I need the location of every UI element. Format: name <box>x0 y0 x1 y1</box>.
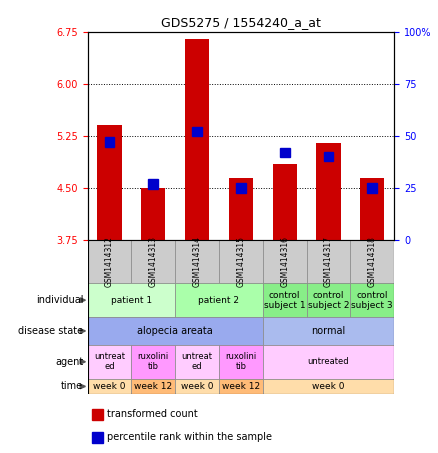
Bar <box>141 188 166 240</box>
Bar <box>219 345 263 379</box>
Text: untreated: untreated <box>307 357 350 366</box>
Text: GSM1414317: GSM1414317 <box>324 236 333 287</box>
Bar <box>307 240 350 283</box>
Text: individual: individual <box>36 295 83 305</box>
Text: disease state: disease state <box>18 326 83 336</box>
Bar <box>131 345 175 379</box>
Bar <box>367 183 377 193</box>
Text: untreat
ed: untreat ed <box>94 352 125 371</box>
Text: GSM1414312: GSM1414312 <box>105 236 114 287</box>
Text: control
subject 1: control subject 1 <box>264 291 306 309</box>
Text: week 0: week 0 <box>312 382 345 391</box>
Bar <box>175 379 219 394</box>
Text: normal: normal <box>311 326 346 336</box>
Bar <box>360 178 384 240</box>
Text: week 12: week 12 <box>222 382 260 391</box>
Text: GSM1414316: GSM1414316 <box>280 236 289 287</box>
Bar <box>192 127 202 136</box>
Bar <box>131 379 175 394</box>
Bar <box>307 283 350 317</box>
Bar <box>105 137 114 147</box>
Bar <box>175 345 219 379</box>
Bar <box>350 283 394 317</box>
Text: percentile rank within the sample: percentile rank within the sample <box>107 432 272 442</box>
Text: transformed count: transformed count <box>107 410 198 419</box>
Bar <box>88 283 175 317</box>
Text: patient 2: patient 2 <box>198 296 240 305</box>
Text: patient 1: patient 1 <box>111 296 152 305</box>
Bar <box>175 283 263 317</box>
Text: ruxolini
tib: ruxolini tib <box>225 352 257 371</box>
Text: GSM1414314: GSM1414314 <box>193 236 201 287</box>
Title: GDS5275 / 1554240_a_at: GDS5275 / 1554240_a_at <box>161 16 321 29</box>
Bar <box>219 240 263 283</box>
Text: GSM1414315: GSM1414315 <box>237 236 245 287</box>
Bar <box>263 379 394 394</box>
Text: control
subject 2: control subject 2 <box>308 291 349 309</box>
Text: GSM1414313: GSM1414313 <box>149 236 158 287</box>
Bar <box>316 143 340 240</box>
Text: control
subject 3: control subject 3 <box>351 291 393 309</box>
Text: week 12: week 12 <box>134 382 173 391</box>
Text: GSM1414318: GSM1414318 <box>368 236 377 287</box>
Bar <box>236 183 246 193</box>
Bar <box>131 240 175 283</box>
Bar <box>263 345 394 379</box>
Bar <box>185 39 209 240</box>
Bar <box>88 379 131 394</box>
Text: untreat
ed: untreat ed <box>182 352 212 371</box>
Bar <box>229 178 253 240</box>
Text: alopecia areata: alopecia areata <box>138 326 213 336</box>
Bar <box>219 379 263 394</box>
Bar <box>175 240 219 283</box>
Bar <box>263 317 394 345</box>
Bar <box>92 432 103 443</box>
Text: time: time <box>61 381 83 391</box>
Text: week 0: week 0 <box>93 382 126 391</box>
Bar <box>88 240 131 283</box>
Text: agent: agent <box>55 357 83 367</box>
Bar <box>263 240 307 283</box>
Bar <box>88 345 131 379</box>
Text: week 0: week 0 <box>181 382 213 391</box>
Bar <box>280 148 290 157</box>
Bar <box>92 409 103 420</box>
Bar <box>324 152 333 161</box>
Bar <box>272 164 297 240</box>
Bar <box>88 317 263 345</box>
Bar <box>97 125 121 240</box>
Bar <box>263 283 307 317</box>
Bar <box>148 179 158 188</box>
Text: ruxolini
tib: ruxolini tib <box>138 352 169 371</box>
Bar <box>350 240 394 283</box>
